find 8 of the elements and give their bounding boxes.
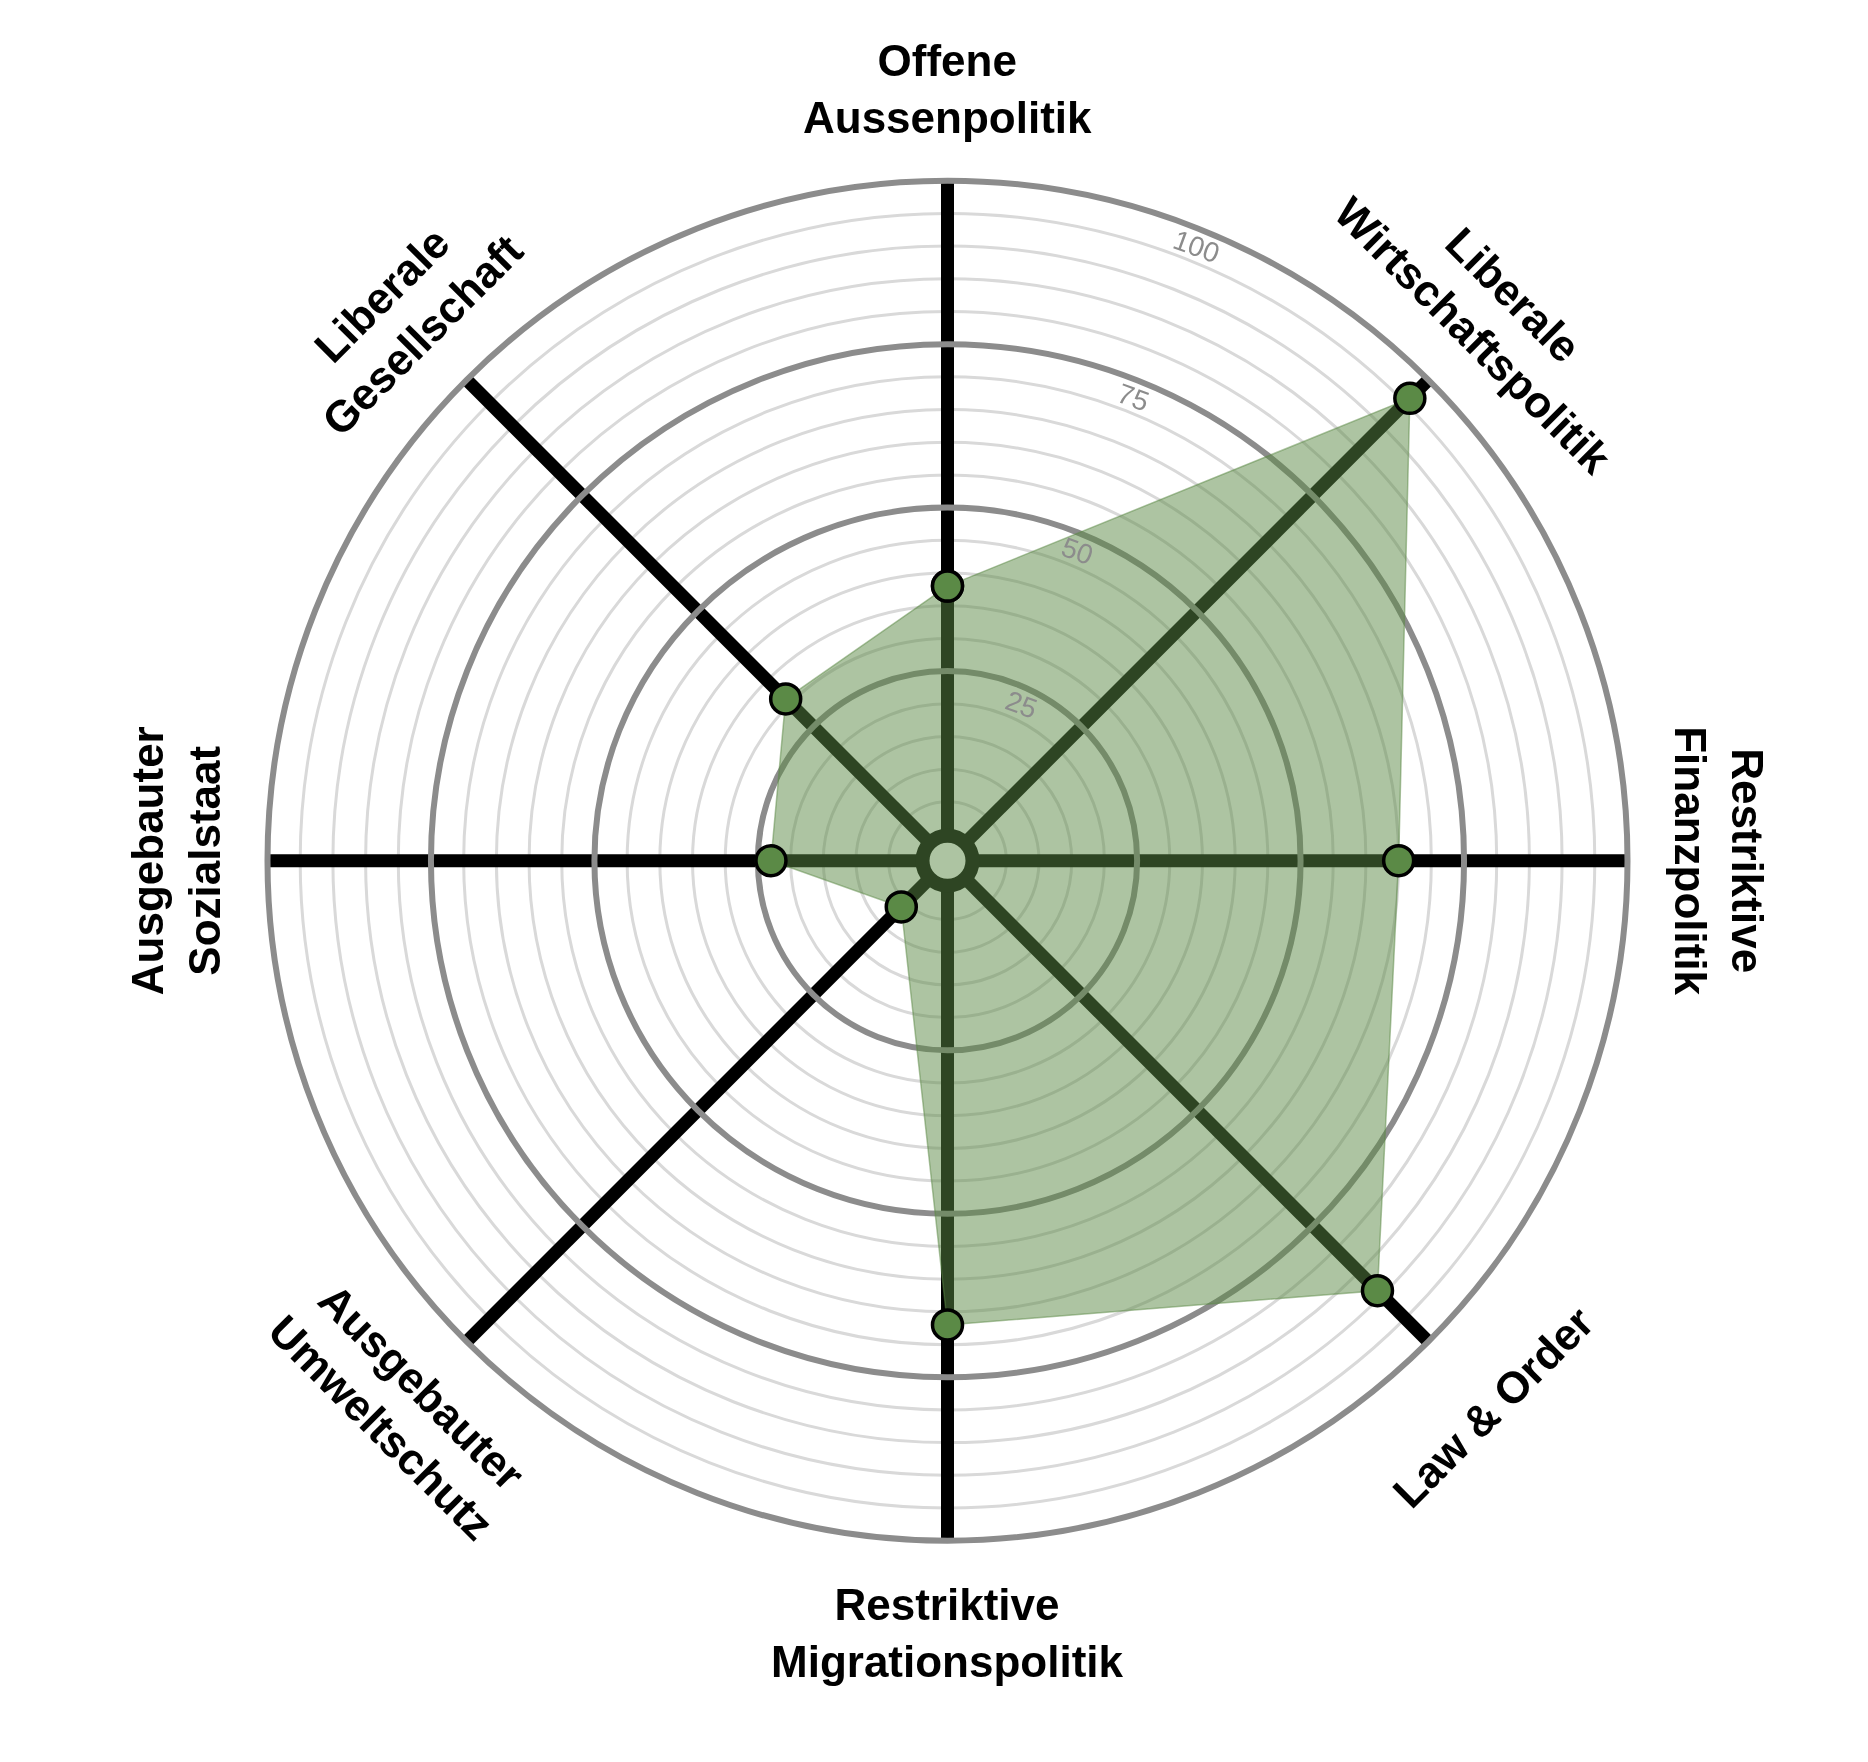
spoke-label: Restriktive Finanzpolitik xyxy=(1666,726,1773,996)
spoke-label: Offene Aussenpolitik xyxy=(803,36,1093,143)
y-tick-label: 25 xyxy=(1001,684,1042,725)
y-tick-label: 75 xyxy=(1113,377,1154,418)
y-tick-label: 50 xyxy=(1057,531,1098,572)
spoke-label: Restriktive Migrationspolitik xyxy=(771,1580,1124,1687)
y-tick-label: 100 xyxy=(1169,224,1224,270)
spoke-label: Ausgebauter Sozialstaat xyxy=(122,726,229,996)
